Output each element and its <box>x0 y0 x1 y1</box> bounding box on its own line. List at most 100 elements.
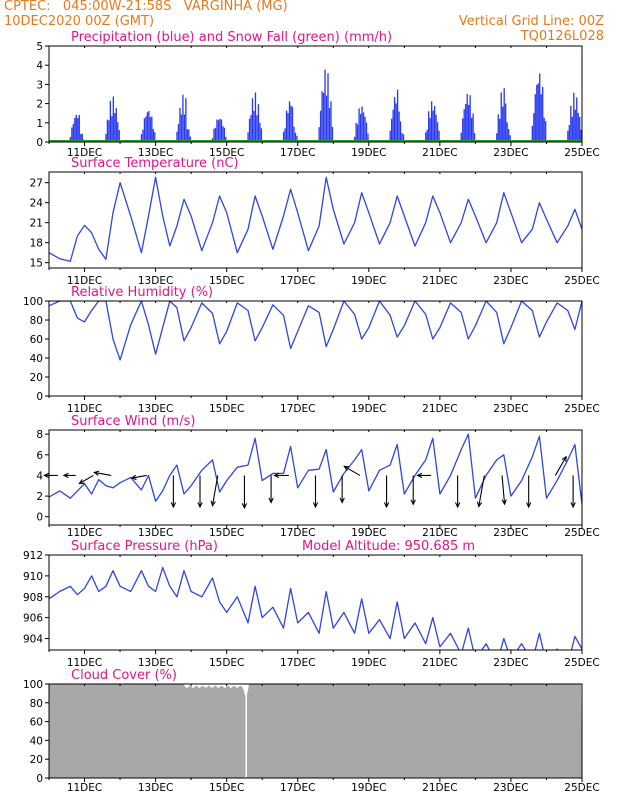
precip-bar <box>503 88 505 142</box>
precip-bar <box>256 115 258 142</box>
precip-bar <box>291 107 294 142</box>
precip-bar <box>293 126 295 142</box>
precip-bar <box>250 115 252 142</box>
precip-bar <box>509 135 511 142</box>
precip-bar <box>533 113 535 142</box>
wind-xtick-label: 13DEC <box>138 527 173 539</box>
precip-bar <box>108 120 110 142</box>
precip-bar <box>573 92 575 142</box>
pres-title: Surface Pressure (hPa) <box>71 539 218 554</box>
precip-bar <box>290 105 292 142</box>
precip-ytick-label: 5 <box>36 41 43 53</box>
precip-bar <box>319 110 322 142</box>
wind-arrow <box>410 475 416 506</box>
temp-ytick-label: 15 <box>30 258 43 270</box>
precip-bar <box>506 122 508 142</box>
precip-bar <box>111 116 113 142</box>
precip-bar <box>570 105 572 142</box>
precip-bar <box>534 94 536 142</box>
pres-xtick-label: 25DEC <box>564 657 599 669</box>
wind-arrow <box>383 475 390 509</box>
precip-bar <box>247 132 249 142</box>
wind-arrow <box>339 475 345 504</box>
precip-xtick-label: 25DEC <box>564 147 599 159</box>
wind-vectors <box>43 455 576 510</box>
precip-bar <box>321 91 323 142</box>
cloud-xtick-label: 13DEC <box>138 782 173 794</box>
precip-bar <box>288 101 291 142</box>
cloud-xtick-label: 17DEC <box>280 782 315 794</box>
precip-panel: 0 1 2 3 4 5 Precipitation (blue) and Snow Fall… <box>36 30 583 149</box>
precip-bar <box>574 109 576 142</box>
wind-xtick-label: 25DEC <box>564 527 599 539</box>
precip-bar <box>544 121 547 142</box>
precip-bar <box>183 114 186 142</box>
precip-bar <box>185 98 187 142</box>
pres-panel: 904 906 908 910 912 11DEC 13DEC 15DEC 17DEC 19DEC… <box>23 539 600 669</box>
precip-bar <box>105 133 107 142</box>
precip-bar <box>353 136 356 142</box>
precip-ytick-label: 0 <box>36 137 43 149</box>
precip-xtick-label: 21DEC <box>422 147 457 159</box>
precip-bar <box>502 106 504 142</box>
wind-arrow <box>273 472 289 479</box>
precip-bar <box>74 117 76 142</box>
wind-line <box>49 433 582 505</box>
precip-bar <box>497 114 499 142</box>
precip-bar <box>540 94 542 142</box>
precip-bar <box>467 104 470 142</box>
rh-ytick-label: 60 <box>30 334 43 346</box>
precip-bar <box>180 114 183 142</box>
cloud-ytick-label: 0 <box>36 773 43 785</box>
cloud-ytick-label: 20 <box>30 754 43 766</box>
precip-bar <box>365 122 368 142</box>
precip-bar <box>213 128 215 142</box>
precip-bar <box>577 112 579 142</box>
header-date: 10DEC2020 00Z (GMT) <box>4 14 155 29</box>
precip-bar <box>285 110 288 142</box>
precip-bar <box>567 130 569 142</box>
precip-bar <box>75 114 77 142</box>
cloud-xtick-label: 19DEC <box>351 782 386 794</box>
precip-xtick-label: 23DEC <box>493 147 528 159</box>
pres-xtick-label: 15DEC <box>209 657 244 669</box>
precip-bar <box>393 96 396 142</box>
precip-bar <box>543 117 545 142</box>
precip-bar <box>294 132 297 142</box>
precip-bar <box>364 116 366 142</box>
precip-bar <box>463 109 465 142</box>
precip-bar <box>473 132 476 142</box>
precip-bar <box>146 112 149 142</box>
pres-ytick-label: 904 <box>23 634 43 646</box>
wind-arrow <box>570 475 576 509</box>
wind-arrow <box>78 474 94 485</box>
header-station: CPTEC: 045:00W-21:58S VARGINHA (MG) <box>4 0 288 14</box>
precip-bar <box>80 133 82 142</box>
precip-bar <box>318 127 320 142</box>
temp-ytick-label: 18 <box>30 238 43 250</box>
precip-bar <box>435 114 437 142</box>
pres-xtick-label: 19DEC <box>351 657 386 669</box>
wind-arrow <box>62 472 76 479</box>
precip-bar <box>78 114 80 142</box>
rh-xtick-label: 15DEC <box>209 403 244 415</box>
precip-bar <box>465 103 467 142</box>
pres-ytick-label: 906 <box>23 613 43 625</box>
rh-ytick-label: 100 <box>23 296 43 308</box>
precip-ytick-label: 2 <box>36 99 43 111</box>
wind-ytick-label: 4 <box>36 470 43 482</box>
precip-ytick-label: 1 <box>36 118 43 130</box>
precip-bar <box>142 129 144 142</box>
pres-xtick-label: 21DEC <box>422 657 457 669</box>
pres-ytick-label: 910 <box>23 571 43 583</box>
precip-bar <box>355 122 357 142</box>
cloud-ytick-label: 60 <box>30 717 43 729</box>
cloud-xtick-label: 15DEC <box>209 782 244 794</box>
precip-bar <box>542 86 544 142</box>
precip-bar <box>472 113 474 142</box>
precip-bar <box>398 111 400 142</box>
precip-bar <box>500 92 502 142</box>
precip-bar <box>391 118 393 142</box>
cloud-xtick-label: 23DEC <box>493 782 528 794</box>
